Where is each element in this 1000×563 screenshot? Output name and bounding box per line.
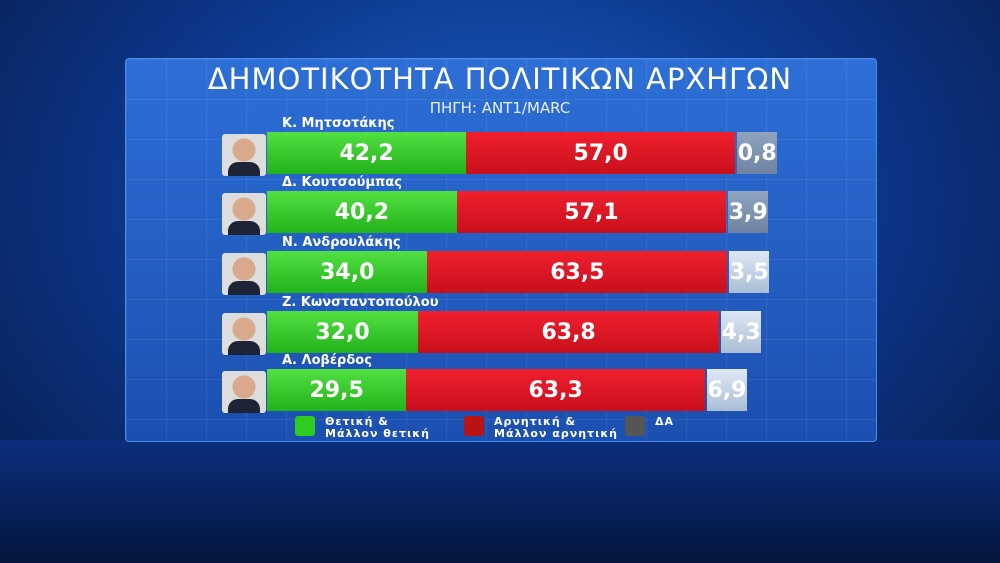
bar-no-answer: 6,9 — [707, 369, 747, 411]
leader-photo — [222, 371, 266, 413]
legend-item: ΔΑ — [625, 416, 674, 436]
bar-positive: 29,5 — [267, 369, 407, 411]
bar-negative: 63,3 — [406, 369, 705, 411]
legend-item: Θετική & Μάλλον θετική — [295, 416, 430, 440]
bar-no-answer: 3,5 — [729, 251, 770, 293]
stacked-bar: 29,5 63,3 6,9 — [267, 369, 747, 411]
leader-name: Ν. Ανδρουλάκης — [282, 235, 401, 250]
legend-label: Αρνητική & Μάλλον αρνητική — [494, 415, 619, 440]
legend-label: Θετική & Μάλλον θετική — [325, 415, 430, 440]
stacked-bar: 32,0 63,8 4,3 — [267, 311, 762, 353]
stacked-bar: 34,0 63,5 3,5 — [267, 251, 770, 293]
leader-photo — [222, 253, 266, 295]
stacked-bar: 42,2 57,0 0,8 — [267, 132, 778, 174]
bar-negative: 63,8 — [418, 311, 720, 353]
chart-row: Α. Λοβέρδος 29,5 63,3 6,9 — [222, 353, 802, 429]
leader-photo — [222, 193, 266, 235]
chart-row: Δ. Κουτσούμπας 40,2 57,1 3,9 — [222, 175, 802, 251]
legend-swatch — [625, 416, 645, 436]
chart-source: ΠΗΓΗ: ΑΝΤ1/MARC — [429, 99, 571, 117]
bar-negative: 63,5 — [427, 251, 728, 293]
floor — [0, 440, 1000, 563]
leader-name: Α. Λοβέρδος — [282, 353, 372, 368]
legend-swatch — [464, 416, 484, 436]
bar-positive: 34,0 — [267, 251, 428, 293]
legend-swatch — [295, 416, 315, 436]
bar-negative: 57,0 — [466, 132, 736, 174]
leader-name: Κ. Μητσοτάκης — [282, 116, 395, 131]
stacked-bar: 40,2 57,1 3,9 — [267, 191, 769, 233]
bar-positive: 32,0 — [267, 311, 419, 353]
legend-label: ΔΑ — [655, 415, 675, 428]
bar-no-answer: 4,3 — [721, 311, 762, 353]
bar-negative: 57,1 — [456, 191, 727, 233]
bar-no-answer: 3,9 — [728, 191, 769, 233]
chart-row: Ζ. Κωνσταντοπούλου 32,0 63,8 4,3 — [222, 295, 802, 371]
leader-name: Δ. Κουτσούμπας — [282, 175, 402, 190]
leader-photo — [222, 313, 266, 355]
chart-row: Κ. Μητσοτάκης 42,2 57,0 0,8 — [222, 116, 802, 192]
leader-photo — [222, 134, 266, 176]
bar-positive: 40,2 — [267, 191, 457, 233]
bar-positive: 42,2 — [267, 132, 467, 174]
chart-row: Ν. Ανδρουλάκης 34,0 63,5 3,5 — [222, 235, 802, 311]
leader-name: Ζ. Κωνσταντοπούλου — [282, 295, 439, 310]
legend-item: Αρνητική & Μάλλον αρνητική — [464, 416, 618, 440]
chart-title: ΔΗΜΟΤΙΚΟΤΗΤΑ ΠΟΛΙΤΙΚΩΝ ΑΡΧΗΓΩΝ — [207, 62, 793, 96]
bar-no-answer: 0,8 — [737, 132, 778, 174]
